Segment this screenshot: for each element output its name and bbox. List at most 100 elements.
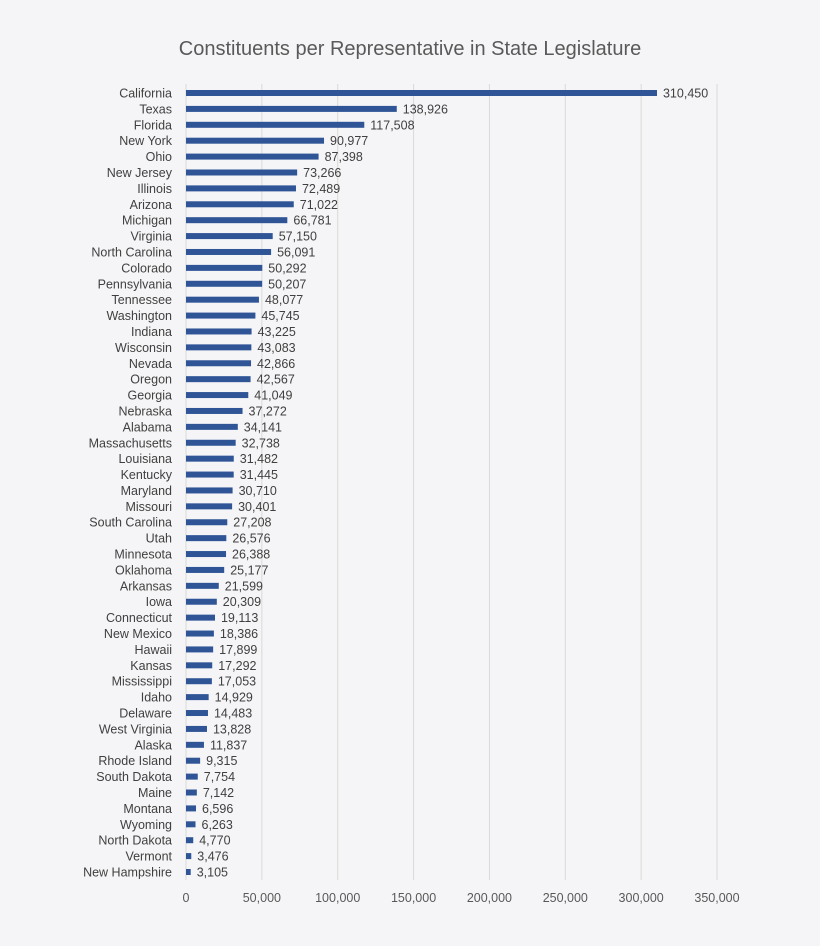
category-label: Rhode Island <box>98 754 172 768</box>
bar <box>186 725 207 732</box>
data-label: 17,899 <box>219 643 257 657</box>
data-label: 138,926 <box>403 102 448 116</box>
category-label: Connecticut <box>106 611 173 625</box>
data-label: 117,508 <box>370 118 414 132</box>
bar <box>186 869 191 875</box>
bar <box>186 105 397 112</box>
data-label: 26,388 <box>232 548 270 562</box>
data-label: 26,576 <box>232 532 270 546</box>
bar <box>186 423 238 430</box>
category-label: Illinois <box>137 182 172 196</box>
data-label: 43,225 <box>258 325 296 339</box>
bar <box>186 630 214 637</box>
bar <box>186 121 365 128</box>
data-label: 7,754 <box>204 770 235 784</box>
bar <box>186 217 288 224</box>
data-label: 73,266 <box>303 166 341 180</box>
category-label: Washington <box>106 309 172 323</box>
chart-title: Constituents per Representative in State… <box>178 38 642 60</box>
bar <box>186 392 249 399</box>
category-label: Pennsylvania <box>98 277 172 291</box>
data-label: 42,866 <box>257 357 295 371</box>
category-label: Indiana <box>131 325 172 339</box>
x-tick-label: 0 <box>183 891 190 905</box>
category-label: Arizona <box>130 198 172 212</box>
data-label: 37,272 <box>249 404 287 418</box>
data-label: 17,292 <box>218 659 256 673</box>
data-label: 25,177 <box>230 563 268 577</box>
category-label: North Dakota <box>98 834 172 848</box>
bar <box>186 439 236 446</box>
x-tick-label: 100,000 <box>315 891 360 905</box>
bar <box>186 471 234 478</box>
bar <box>186 678 212 685</box>
category-label: Texas <box>139 102 172 116</box>
data-label: 42,567 <box>257 373 295 387</box>
data-label: 34,141 <box>244 420 282 434</box>
data-label: 9,315 <box>206 754 237 768</box>
gridlines <box>185 84 718 880</box>
data-label: 27,208 <box>233 516 271 530</box>
data-label: 21,599 <box>225 579 263 593</box>
bar <box>186 821 196 828</box>
category-label: Oklahoma <box>115 563 172 577</box>
category-label: Nebraska <box>119 404 173 418</box>
category-label: Missouri <box>125 500 172 514</box>
category-label: Alabama <box>123 420 172 434</box>
data-label: 41,049 <box>254 389 292 403</box>
data-label: 19,113 <box>221 611 258 625</box>
bar <box>186 582 219 589</box>
data-label: 3,476 <box>197 850 228 864</box>
category-label: Wyoming <box>120 818 172 832</box>
bar <box>186 137 325 144</box>
bar <box>186 344 252 351</box>
bar <box>186 233 273 240</box>
data-label: 43,083 <box>257 341 295 355</box>
data-label: 6,263 <box>202 818 233 832</box>
x-tick-label: 300,000 <box>619 891 664 905</box>
data-label: 56,091 <box>277 245 315 259</box>
category-label: Delaware <box>119 707 172 721</box>
bar <box>186 566 225 573</box>
category-label: California <box>119 87 172 101</box>
category-label: Arkansas <box>120 579 172 593</box>
data-label: 4,770 <box>199 834 230 848</box>
bar <box>186 598 217 605</box>
category-label: Oregon <box>130 373 172 387</box>
data-label: 87,398 <box>325 150 363 164</box>
x-tick-label: 50,000 <box>243 891 281 905</box>
category-label: Montana <box>123 802 172 816</box>
bar <box>186 312 256 319</box>
data-label: 310,450 <box>663 87 708 101</box>
bar <box>186 503 233 510</box>
bar <box>186 837 194 844</box>
data-label: 20,309 <box>223 595 261 609</box>
x-tick-label: 250,000 <box>543 891 588 905</box>
data-label: 72,489 <box>302 182 340 196</box>
data-label: 50,292 <box>268 261 306 275</box>
category-label: Nevada <box>129 357 172 371</box>
category-label: Kentucky <box>121 468 173 482</box>
category-label: New Mexico <box>104 627 172 641</box>
bar <box>186 153 319 160</box>
category-label: Utah <box>146 532 172 546</box>
bar <box>186 296 259 303</box>
bar <box>186 90 657 96</box>
category-label: Georgia <box>128 389 173 403</box>
bars <box>186 90 657 875</box>
category-label: Louisiana <box>118 452 172 466</box>
bar <box>186 694 209 701</box>
data-label: 30,710 <box>239 484 277 498</box>
data-label: 48,077 <box>265 293 303 307</box>
data-label: 14,483 <box>214 707 252 721</box>
category-label: New Hampshire <box>83 866 172 880</box>
data-label: 14,929 <box>215 691 253 705</box>
bar <box>186 248 272 255</box>
data-label: 30,401 <box>238 500 276 514</box>
data-label: 50,207 <box>268 277 306 291</box>
category-label: North Carolina <box>91 245 172 259</box>
category-label: Tennessee <box>112 293 173 307</box>
category-label: Florida <box>134 118 172 132</box>
